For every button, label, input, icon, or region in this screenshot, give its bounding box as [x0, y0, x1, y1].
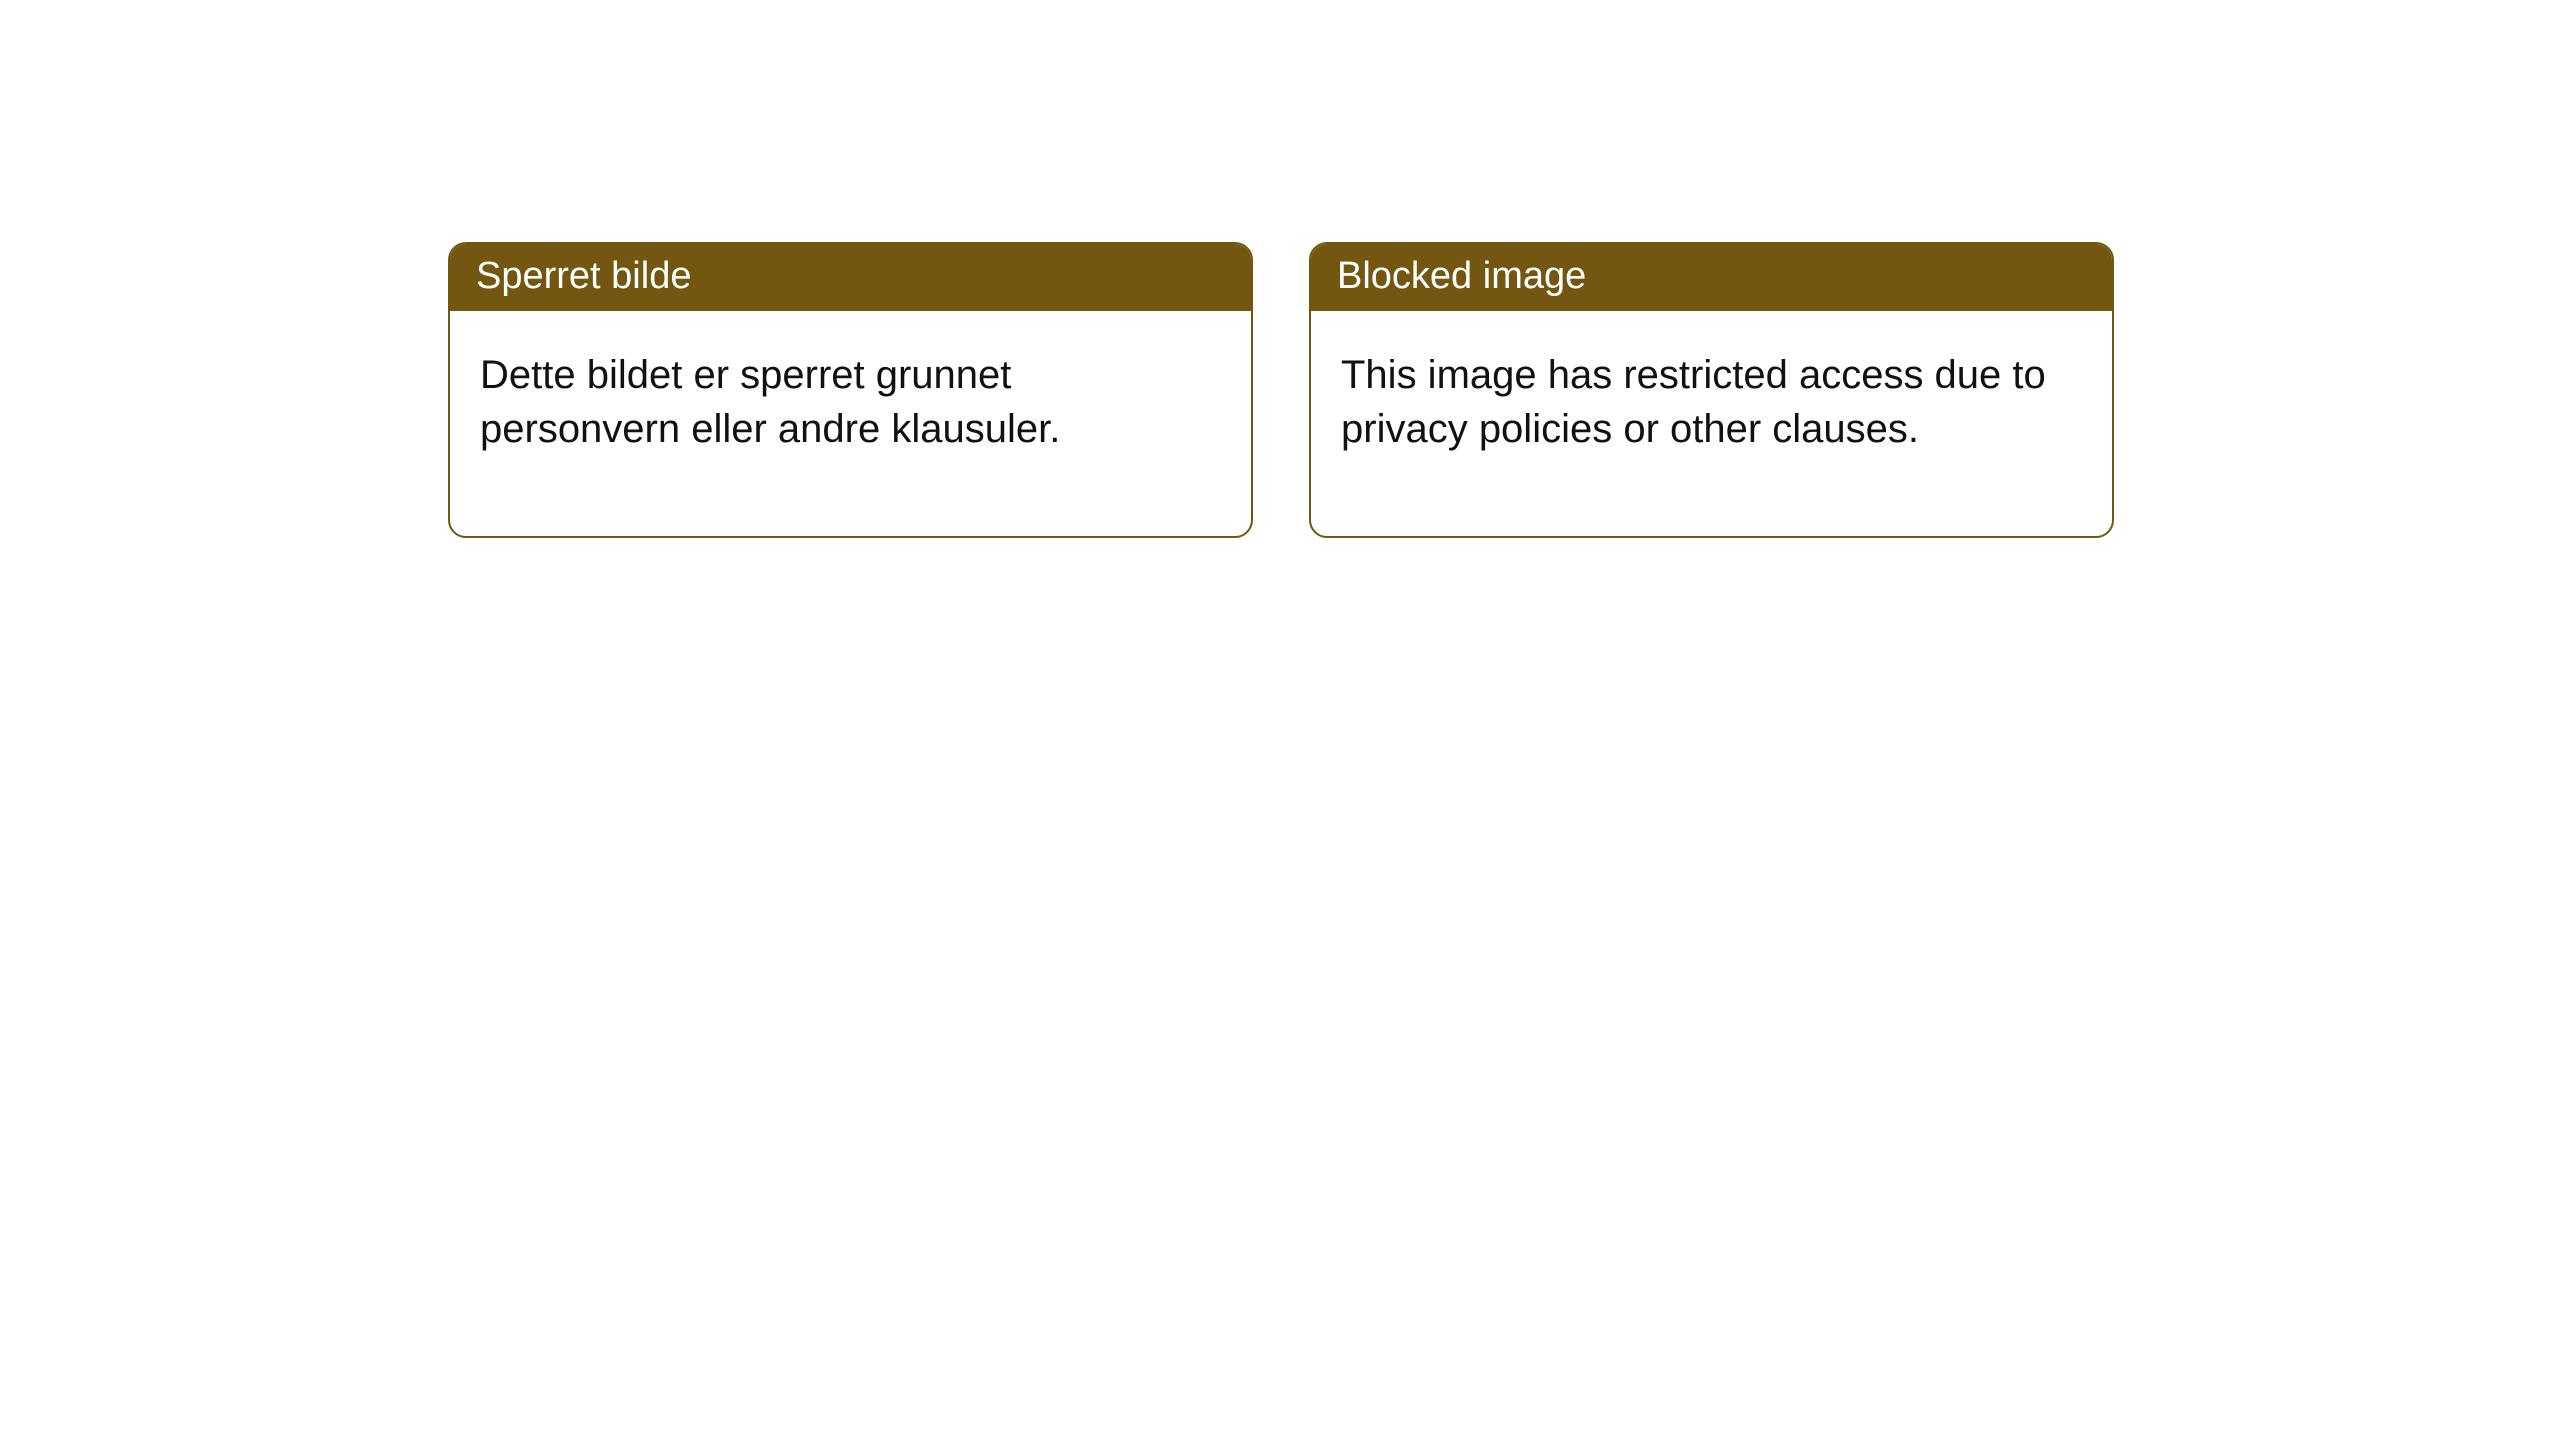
notice-body: Dette bildet er sperret grunnet personve… [450, 311, 1251, 535]
notice-title: Sperret bilde [476, 255, 691, 297]
notice-card-english: Blocked image This image has restricted … [1309, 242, 2114, 538]
notice-container: Sperret bilde Dette bildet er sperret gr… [448, 242, 2114, 538]
notice-header: Blocked image [1311, 244, 2112, 311]
notice-body-text: Dette bildet er sperret grunnet personve… [480, 353, 1060, 450]
notice-title: Blocked image [1337, 255, 1586, 297]
notice-body-text: This image has restricted access due to … [1341, 353, 2046, 450]
notice-body: This image has restricted access due to … [1311, 311, 2112, 535]
notice-header: Sperret bilde [450, 244, 1251, 311]
notice-card-norwegian: Sperret bilde Dette bildet er sperret gr… [448, 242, 1253, 538]
